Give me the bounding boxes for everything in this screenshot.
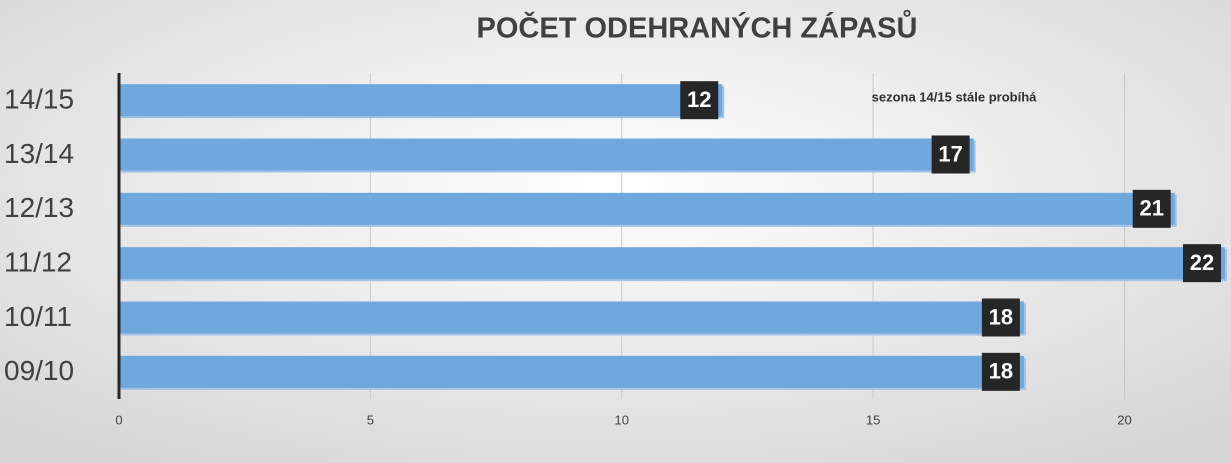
x-tick-label: 0 — [115, 412, 122, 427]
y-tick-label: 11/12 — [4, 247, 72, 278]
value-label: 17 — [938, 141, 962, 166]
value-label: 22 — [1190, 250, 1214, 275]
value-label-box — [1183, 244, 1221, 283]
bar — [119, 138, 974, 171]
value-label: 18 — [989, 359, 1013, 384]
bar — [119, 84, 723, 117]
y-tick-label: 14/15 — [4, 84, 74, 115]
y-tick-label: 13/14 — [4, 138, 74, 169]
value-label-box — [981, 352, 1020, 391]
value-label-box — [981, 298, 1020, 337]
value-label: 18 — [989, 304, 1013, 329]
x-tick-label: 10 — [614, 412, 628, 427]
y-tick-label: 09/10 — [4, 355, 74, 386]
x-tick-label: 15 — [866, 412, 880, 427]
bar — [119, 301, 1024, 334]
value-label: 12 — [687, 87, 711, 112]
value-label-box — [1132, 189, 1171, 228]
chart-title: POČET ODEHRANÝCH ZÁPASŮ — [477, 9, 918, 45]
x-tick-label: 5 — [367, 412, 374, 427]
value-label-box — [931, 135, 970, 174]
y-tick-label: 12/13 — [4, 192, 74, 223]
annotation: sezona 14/15 stále probíhá — [872, 89, 1038, 104]
y-tick-label: 10/11 — [4, 301, 72, 332]
x-tick-label: 20 — [1117, 412, 1131, 427]
value-label-box — [680, 81, 719, 120]
bar — [119, 247, 1225, 280]
value-label: 21 — [1139, 196, 1163, 221]
bar — [119, 355, 1024, 388]
bar — [119, 192, 1175, 225]
